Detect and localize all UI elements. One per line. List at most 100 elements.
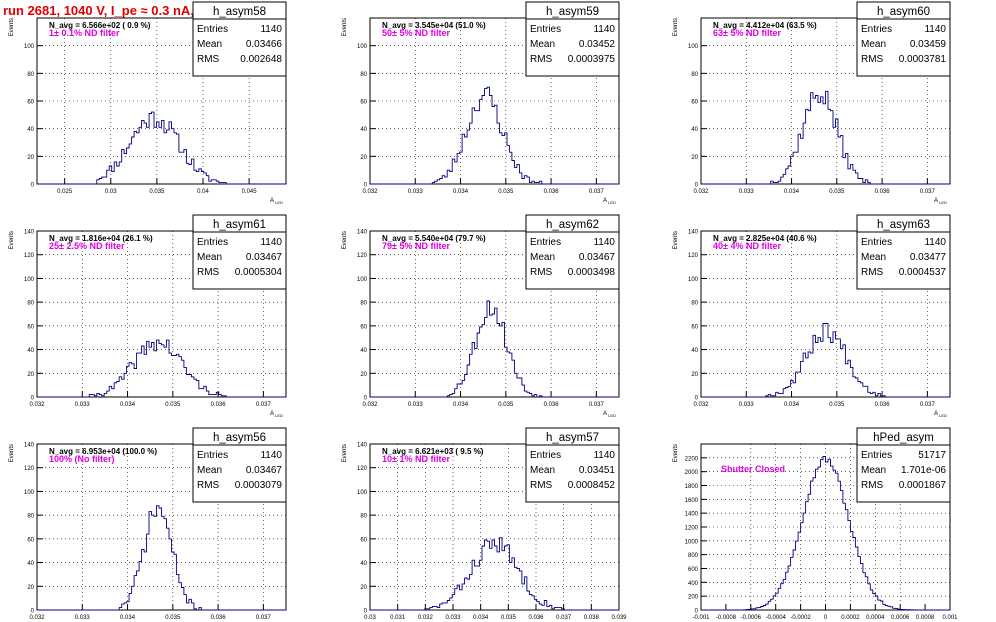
x-tick-label: 0.045	[242, 189, 258, 195]
x-tick-label: 0.037	[256, 402, 272, 408]
y-tick-label: 120	[357, 466, 368, 472]
y-tick-label: 100	[357, 277, 368, 283]
y-tick-label: 60	[27, 324, 34, 330]
y-tick-label: 100	[24, 277, 35, 283]
navg-label: N_avg = 5.540e+04 (79.7 %)	[382, 234, 486, 243]
x-tick-label: 0.034	[784, 189, 800, 195]
stat-label: Entries	[861, 450, 892, 461]
navg-label: N_avg = 6.566e+02 ( 0.9 %)	[49, 21, 151, 30]
stat-label: Entries	[861, 237, 892, 248]
x-tick-label: 0.03	[105, 189, 117, 195]
stat-value: 0.03467	[246, 465, 283, 476]
stat-label: Mean	[861, 465, 886, 476]
stats-box	[525, 1, 620, 77]
navg-label: N_avg = 3.545e+04 (51.0 %)	[382, 21, 486, 30]
stats-box	[525, 214, 620, 290]
y-tick-label: 80	[27, 514, 34, 520]
histogram-name: h_asym63	[877, 219, 930, 231]
y-tick-label: 1200	[685, 526, 699, 532]
x-tick-label: 0.035	[165, 615, 181, 621]
histogram-line	[701, 456, 950, 611]
histogram-name: h_asym60	[877, 6, 930, 18]
x-tick-label: 0.04	[197, 189, 209, 195]
stat-value: 0.03452	[579, 39, 616, 50]
y-tick-label: 140	[24, 230, 35, 236]
y-tick-label: 40	[27, 348, 34, 354]
y-tick-label: 20	[360, 372, 367, 378]
stat-value: 1140	[593, 450, 615, 461]
histogram-panel-h_asym61: 0 20 40 60 80 100 120 140 0.032 0.033 0.034 0.035 0.…	[9, 214, 287, 418]
y-tick-label: 600	[688, 567, 699, 573]
x-tick-label: 0.032	[418, 615, 434, 621]
stat-label: Mean	[530, 252, 555, 263]
histogram-name: h_asym57	[546, 432, 599, 444]
filter-note: Shutter Closed	[721, 464, 785, 474]
y-tick-label: 100	[357, 490, 368, 496]
stat-value: 1140	[260, 237, 282, 248]
stat-label: RMS	[861, 54, 884, 65]
y-tick-label: 60	[360, 324, 367, 330]
stat-value: 1140	[260, 24, 282, 35]
x-axis-label: A LED	[934, 198, 947, 205]
stat-value: 0.0004537	[899, 267, 947, 278]
histogram-panel-h_asym56: 0 20 40 60 80 100 120 140 0.032 0.033 0.034 0.035 0.…	[9, 427, 287, 621]
y-tick-label: 60	[360, 100, 367, 106]
stats-box	[192, 214, 287, 290]
histogram-name: h_asym61	[213, 219, 266, 231]
y-tick-label: 60	[691, 100, 698, 106]
stat-value: 0.002648	[240, 54, 282, 65]
histogram-panel-h_asym63: 0 20 40 60 80 100 120 140 0.032 0.033 0.034 0.035 0.…	[673, 214, 951, 418]
navg-label: N_avg = 6.953e+04 (100.0 %)	[49, 447, 157, 456]
y-tick-label: 120	[24, 466, 35, 472]
stat-value: 1140	[593, 24, 615, 35]
y-tick-label: 0	[364, 396, 368, 402]
stat-value: 1140	[593, 237, 615, 248]
histogram-line	[370, 537, 619, 611]
y-axis-label: Events	[9, 444, 15, 462]
y-tick-label: 40	[360, 561, 367, 567]
y-tick-label: 120	[24, 253, 35, 259]
y-tick-label: 80	[27, 301, 34, 307]
x-tick-label: 0.025	[57, 189, 73, 195]
x-tick-label: 0.033	[739, 402, 755, 408]
histogram-panel-h_asym59: 0 20 40 60 80 100 0.032 0.033 0.034 0.035 0.036 0.0…	[342, 1, 620, 205]
stat-value: 0.0003498	[568, 267, 616, 278]
y-tick-label: 800	[688, 553, 699, 559]
y-tick-label: 60	[27, 100, 34, 106]
histogram-name: h_asym62	[546, 219, 599, 231]
x-tick-label: -0.0004	[766, 615, 787, 621]
stat-value: 51717	[918, 450, 946, 461]
x-tick-label: 0.032	[693, 189, 709, 195]
stat-label: RMS	[197, 267, 220, 278]
y-tick-label: 80	[27, 72, 34, 78]
y-tick-label: 20	[27, 372, 34, 378]
x-tick-label: -0.0008	[716, 615, 737, 621]
x-tick-label: 0.037	[920, 402, 936, 408]
histogram-panel-h_asym60: 0 20 40 60 80 100 0.032 0.033 0.034 0.035 0.036 0.0…	[673, 1, 951, 205]
stat-label: Entries	[861, 24, 892, 35]
histogram-name: h_asym59	[546, 6, 599, 18]
stat-label: RMS	[530, 54, 553, 65]
stat-label: Entries	[197, 237, 228, 248]
x-tick-label: 0.034	[453, 189, 469, 195]
y-tick-label: 0	[364, 609, 368, 615]
y-tick-label: 0	[695, 396, 699, 402]
y-tick-label: 0	[31, 396, 35, 402]
y-tick-label: 80	[691, 72, 698, 78]
y-axis-label: Events	[9, 231, 15, 249]
x-tick-label: 0.036	[544, 402, 560, 408]
filter-note: 63± 5% ND filter	[713, 28, 781, 38]
stat-label: Entries	[197, 24, 228, 35]
x-tick-label: 0.0002	[841, 615, 860, 621]
y-tick-label: 1800	[685, 484, 699, 490]
filter-note: 50± 5% ND filter	[382, 28, 450, 38]
y-tick-label: 100	[688, 277, 699, 283]
x-tick-label: -0.001	[692, 615, 710, 621]
y-tick-label: 140	[688, 230, 699, 236]
x-tick-label: 0.034	[453, 402, 469, 408]
filter-note: 79± 5% ND filter	[382, 241, 450, 251]
y-tick-label: 0	[31, 183, 35, 189]
histogram-panel-h_asym58: 0 20 40 60 80 100 0.025 0.03 0.035 0.04 0.045 Event…	[9, 1, 287, 205]
x-axis-label: A LED	[934, 411, 947, 418]
